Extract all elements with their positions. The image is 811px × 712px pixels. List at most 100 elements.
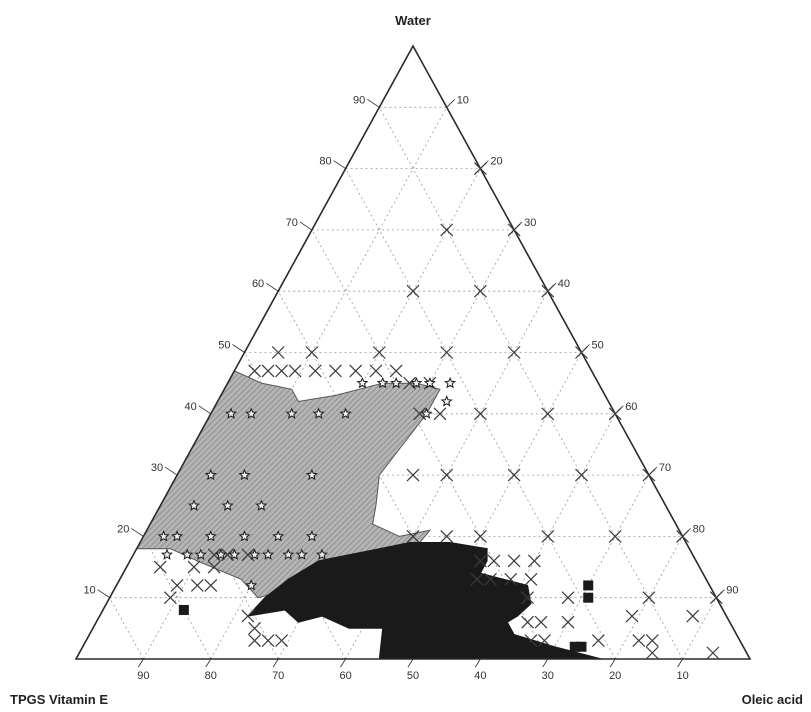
tick-mark-tpgs-20 — [609, 658, 616, 668]
star-marker — [181, 548, 194, 560]
star-marker — [282, 548, 295, 560]
x-marker — [349, 364, 363, 378]
tick-label-oleic-20: 20 — [490, 156, 502, 168]
tick-label-water-40: 40 — [185, 401, 197, 413]
x-marker — [329, 364, 342, 378]
x-marker — [190, 579, 204, 592]
x-marker — [608, 529, 622, 543]
x-marker — [507, 223, 521, 237]
square-marker — [522, 641, 533, 652]
x-marker — [473, 284, 487, 298]
tick-label-oleic-10: 10 — [457, 94, 469, 106]
x-marker — [521, 615, 535, 629]
phase-regions — [135, 370, 602, 660]
x-marker — [261, 634, 275, 648]
x-marker — [440, 346, 454, 359]
x-marker — [561, 591, 575, 605]
x-marker — [541, 407, 555, 421]
x-marker — [406, 468, 420, 482]
tick-label-water-20: 20 — [117, 523, 129, 535]
gridline-oleic-90 — [682, 597, 717, 660]
star-marker — [228, 548, 241, 560]
star-marker — [194, 548, 207, 560]
star-marker — [238, 468, 251, 481]
star-marker — [420, 407, 433, 419]
star-marker — [272, 530, 285, 542]
star-marker — [245, 579, 258, 591]
star-marker — [171, 530, 184, 542]
x-marker — [305, 346, 319, 359]
tick-label-oleic-70: 70 — [659, 462, 671, 474]
x-marker — [561, 615, 575, 629]
x-marker — [538, 634, 551, 648]
tick-label-oleic-40: 40 — [558, 278, 570, 290]
x-marker — [541, 284, 555, 298]
x-marker — [271, 346, 285, 359]
gridline-tpgs-60 — [210, 413, 346, 660]
star-marker — [160, 548, 173, 560]
tick-label-tpgs-70: 70 — [272, 670, 284, 682]
star-marker — [444, 376, 457, 389]
star-marker — [376, 376, 389, 389]
x-marker — [632, 634, 646, 648]
tick-label-tpgs-30: 30 — [542, 670, 554, 682]
x-marker — [686, 609, 700, 623]
star-marker — [262, 548, 275, 560]
x-marker — [369, 364, 383, 378]
star-marker — [248, 548, 261, 560]
x-marker — [187, 560, 201, 574]
tick-mark-water-50 — [232, 344, 245, 353]
star-marker — [440, 395, 453, 407]
star-marker — [410, 376, 423, 389]
tick-label-tpgs-20: 20 — [609, 670, 621, 682]
region-hatched — [135, 370, 441, 599]
x-marker — [507, 554, 521, 568]
tick-label-oleic-80: 80 — [693, 523, 705, 535]
tick-label-water-10: 10 — [83, 585, 95, 597]
x-marker — [676, 529, 690, 543]
region-solid-dark — [246, 542, 602, 660]
tick-label-tpgs-10: 10 — [676, 670, 688, 682]
x-marker — [507, 468, 521, 482]
star-marker — [312, 407, 325, 419]
star-marker — [245, 407, 258, 419]
tick-label-tpgs-80: 80 — [205, 670, 217, 682]
square-marker — [569, 641, 580, 652]
x-marker — [625, 609, 639, 623]
tick-label-water-70: 70 — [286, 217, 298, 229]
star-marker — [285, 407, 298, 419]
gridline-tpgs-20 — [345, 168, 616, 660]
x-marker — [507, 346, 521, 359]
tick-mark-tpgs-60 — [340, 658, 346, 668]
tick-label-water-50: 50 — [218, 340, 230, 352]
x-marker — [575, 468, 588, 482]
tick-mark-water-60 — [265, 282, 279, 292]
gridline-oleic-20 — [210, 168, 481, 660]
tick-label-oleic-50: 50 — [592, 340, 604, 352]
x-marker — [163, 591, 177, 605]
star-marker — [204, 530, 217, 542]
x-marker — [204, 579, 218, 592]
x-marker — [440, 468, 454, 482]
gridline-oleic-80 — [614, 536, 683, 660]
tick-mark-tpgs-10 — [677, 658, 683, 668]
star-marker — [295, 548, 308, 560]
x-marker — [591, 634, 605, 648]
x-marker — [470, 572, 484, 586]
vertex-label-tpgs-vitamin-e: TPGS Vitamin E — [10, 692, 108, 707]
x-marker — [248, 364, 262, 378]
vertex-label-oleic-acid: Oleic acid — [742, 692, 803, 707]
tick-label-water-80: 80 — [319, 156, 331, 168]
x-marker — [521, 591, 535, 605]
star-marker — [214, 548, 227, 560]
gridline-oleic-50 — [412, 352, 582, 660]
x-marker — [473, 554, 487, 568]
tick-mark-tpgs-30 — [542, 658, 549, 668]
tick-mark-tpgs-50 — [407, 658, 414, 668]
x-marker — [406, 529, 420, 543]
x-marker — [433, 407, 447, 421]
star-marker — [204, 468, 217, 481]
gridline-oleic-70 — [547, 474, 650, 660]
tick-label-water-60: 60 — [252, 278, 264, 290]
tick-mark-oleic-10 — [446, 99, 455, 108]
